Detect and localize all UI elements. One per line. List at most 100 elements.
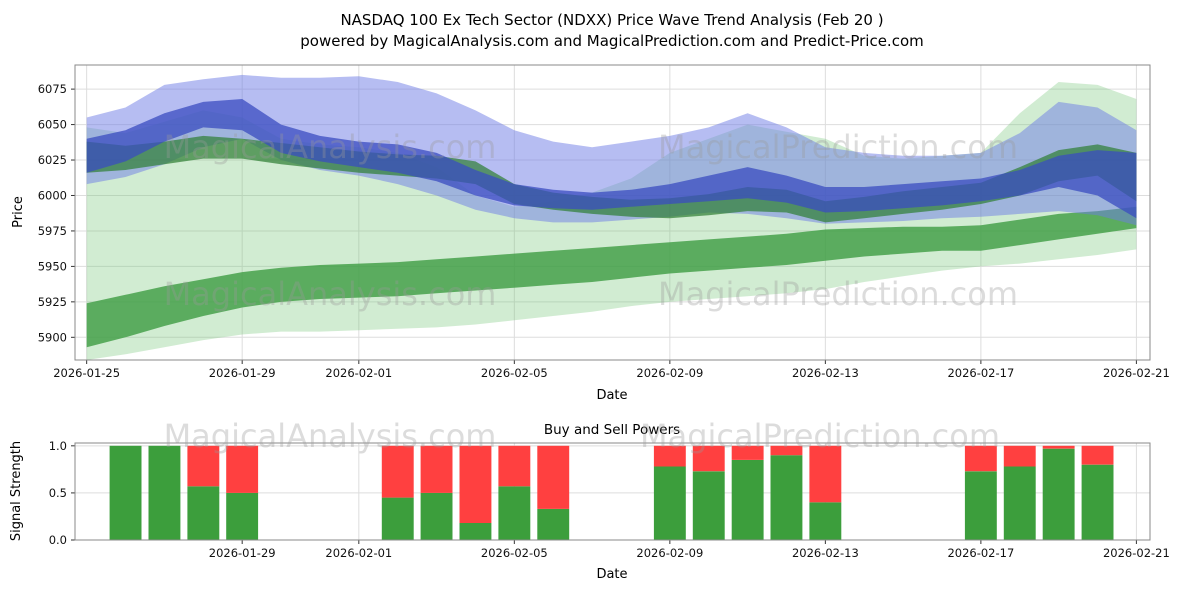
buy-power-segment [692, 471, 725, 540]
price-chart-x-tick-label: 2026-02-01 [325, 366, 392, 380]
buy-power-segment [731, 460, 764, 540]
price-chart-y-tick-label: 5975 [38, 224, 67, 238]
power-chart-x-tick-label: 2026-02-09 [636, 546, 703, 560]
buy-power-segment [187, 486, 220, 540]
price-chart-y-tick-label: 6025 [38, 153, 67, 167]
power-y-axis-label: Signal Strength [9, 441, 24, 541]
price-chart-axes: 5900 5925 5950 5975 6000 6025 6050 6075 2026-01-… [38, 64, 1170, 380]
signal-bar [1081, 445, 1114, 540]
power-chart-x-tick-label: 2026-02-05 [481, 546, 548, 560]
signal-bar [1003, 445, 1036, 540]
price-chart-y-tick-label: 6000 [38, 188, 67, 202]
power-chart-y-tick-label: 1.0 [49, 439, 67, 453]
sell-power-segment [770, 445, 803, 456]
buy-power-segment [653, 466, 686, 540]
watermark-analysis-mid: MagicalAnalysis.com [164, 275, 497, 313]
signal-bar [964, 445, 997, 540]
sell-power-segment [381, 445, 414, 498]
render-root: 5900 5925 5950 5975 6000 6025 6050 6075 2026-01-… [38, 64, 1170, 560]
signal-bar [770, 445, 803, 540]
sell-power-segment [226, 445, 259, 493]
buy-power-segment [1042, 448, 1075, 540]
sell-power-segment [459, 445, 492, 523]
price-y-axis-label: Price [11, 196, 26, 228]
signal-bar [537, 445, 570, 540]
power-chart-title: Buy and Sell Powers [544, 422, 680, 438]
signal-bar [653, 445, 686, 540]
buy-power-segment [226, 492, 259, 540]
buy-power-segment [420, 492, 453, 540]
figure-title-line1: NASDAQ 100 Ex Tech Sector (NDXX) Price W… [340, 11, 883, 29]
figure-title-line2: powered by MagicalAnalysis.com and Magic… [300, 32, 924, 50]
price-chart-y-tick-label: 5950 [38, 259, 67, 273]
price-chart-y-tick-label: 6050 [38, 118, 67, 132]
power-chart-x-tick-label: 2026-02-13 [792, 546, 859, 560]
sell-power-segment [1081, 445, 1114, 465]
power-chart-axes: 0.0 0.5 1.0 2026-01-29 2026-02-01 2026-02-05 2… [49, 439, 1170, 560]
price-chart-plot-frame [74, 64, 1151, 361]
power-chart-plot-area [109, 445, 1114, 540]
sell-power-segment [964, 445, 997, 472]
buy-power-segment [381, 497, 414, 540]
blue-core-band [86, 99, 1137, 219]
price-chart-y-tick-label: 5900 [38, 330, 67, 344]
buy-power-segment [1003, 466, 1036, 540]
power-x-axis-label: Date [596, 567, 627, 582]
signal-bar [381, 445, 414, 540]
signal-bar [226, 445, 259, 540]
signal-bar [498, 445, 531, 540]
power-chart-y-tick-label: 0.5 [49, 486, 67, 500]
buy-power-segment [459, 523, 492, 540]
sell-power-segment [692, 445, 725, 472]
buy-power-segment [148, 445, 181, 540]
buy-power-segment [109, 445, 142, 540]
sell-power-segment [420, 445, 453, 493]
price-chart-y-tick-label: 6075 [38, 82, 67, 96]
price-chart-y-tick-label: 5925 [38, 295, 67, 309]
power-chart-y-tick-label: 0.0 [49, 533, 67, 547]
signal-bar [420, 445, 453, 540]
price-chart-x-tick-label: 2026-02-21 [1103, 366, 1170, 380]
signal-bar [731, 445, 764, 540]
price-chart-x-tick-label: 2026-02-09 [636, 366, 703, 380]
sell-power-segment [1042, 445, 1075, 449]
signal-bar [148, 445, 181, 540]
sell-power-segment [809, 445, 842, 503]
power-chart-plot-frame [74, 442, 1151, 541]
signal-bar [692, 445, 725, 540]
sell-power-segment [653, 445, 686, 467]
price-chart-x-tick-label: 2026-02-17 [947, 366, 1014, 380]
sell-power-segment [187, 445, 220, 487]
price-x-axis-label: Date [596, 388, 627, 403]
buy-power-segment [964, 471, 997, 540]
power-chart-x-tick-label: 2026-01-29 [209, 546, 276, 560]
buy-power-segment [809, 502, 842, 540]
signal-bar [187, 445, 220, 540]
power-chart-x-tick-label: 2026-02-21 [1103, 546, 1170, 560]
buy-power-segment [537, 508, 570, 540]
price-chart-x-tick-label: 2026-01-25 [53, 366, 120, 380]
sell-power-segment [537, 445, 570, 509]
watermark-analysis-top: MagicalAnalysis.com [164, 128, 497, 166]
green-support-band [86, 206, 1137, 348]
price-chart-x-tick-label: 2026-02-13 [792, 366, 859, 380]
sell-power-segment [1003, 445, 1036, 467]
watermark-prediction-mid: MagicalPrediction.com [658, 275, 1018, 313]
signal-bar [459, 445, 492, 540]
buy-power-segment [498, 486, 531, 540]
buy-power-segment [1081, 464, 1114, 540]
signal-bar [109, 445, 142, 540]
watermark-analysis-bottom: MagicalAnalysis.com [164, 417, 497, 455]
signal-bar [1042, 445, 1075, 540]
price-chart-x-tick-label: 2026-02-05 [481, 366, 548, 380]
sell-power-segment [498, 445, 531, 487]
watermark-prediction-top: MagicalPrediction.com [658, 128, 1018, 166]
price-chart-x-tick-label: 2026-01-29 [209, 366, 276, 380]
sell-power-segment [731, 445, 764, 460]
watermark-prediction-bottom: MagicalPrediction.com [640, 417, 1000, 455]
signal-bar [809, 445, 842, 540]
power-chart-x-tick-label: 2026-02-01 [325, 546, 392, 560]
price-chart-plot-area [86, 74, 1137, 360]
